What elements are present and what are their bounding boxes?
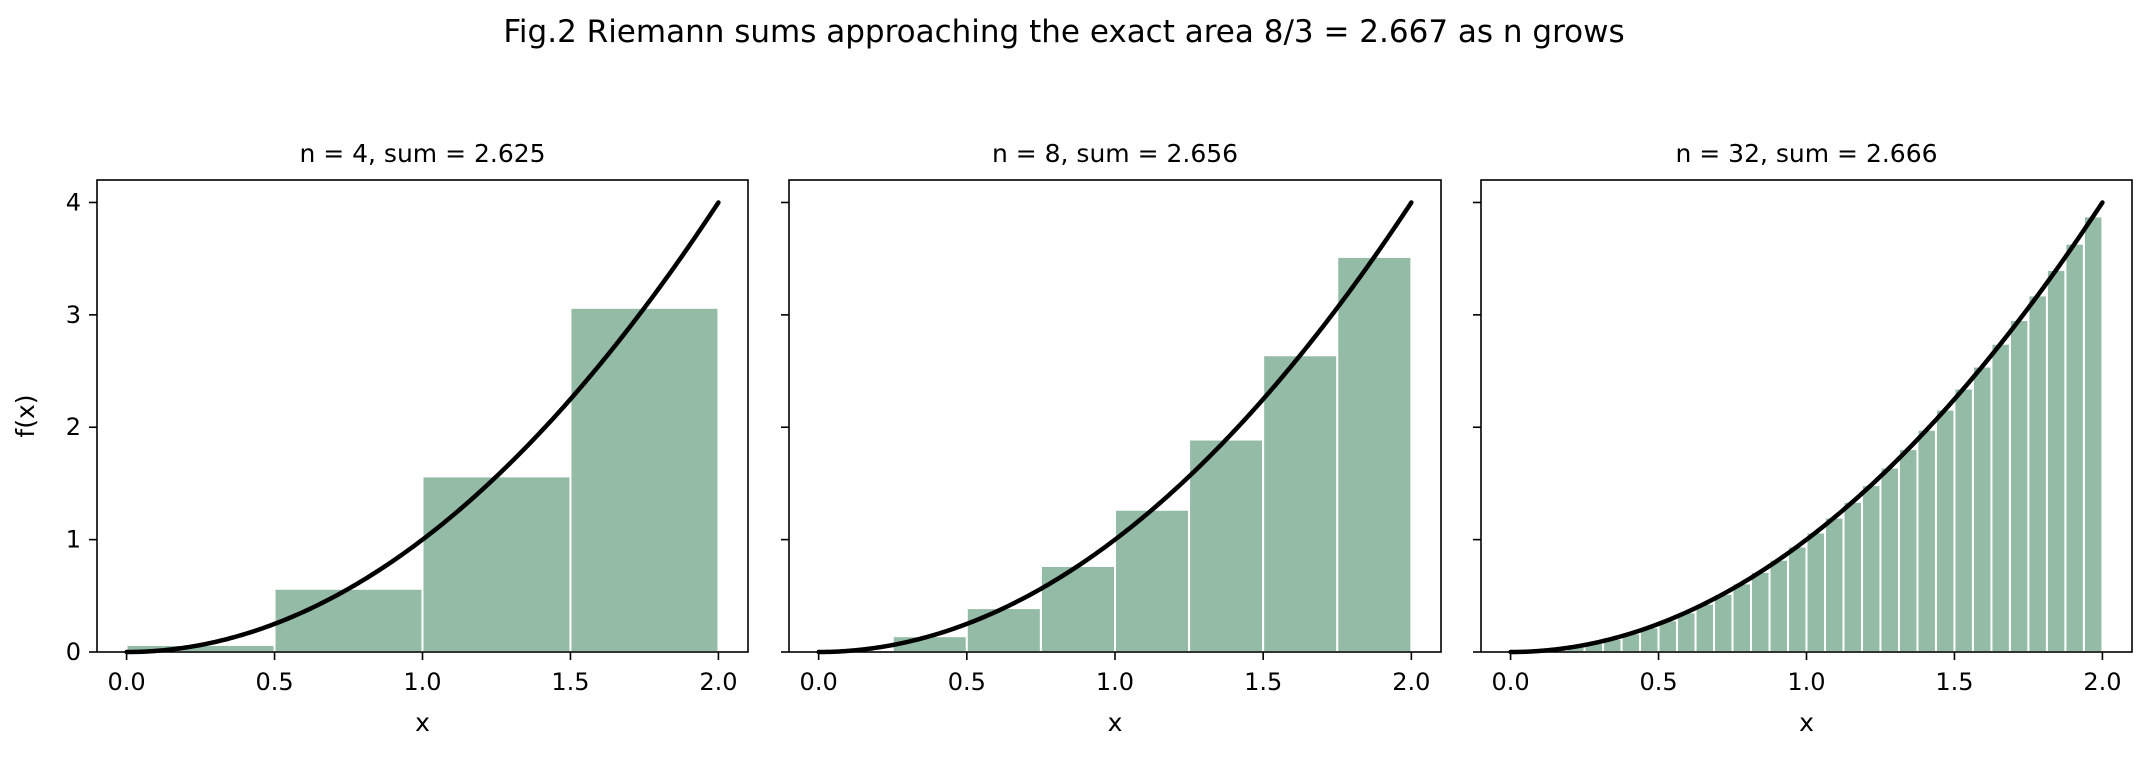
- bar: [1694, 602, 1716, 653]
- bar: [2082, 215, 2104, 654]
- bar: [965, 607, 1042, 654]
- y-tick-label: 1: [66, 526, 81, 554]
- y-tick-label: 2: [66, 413, 81, 441]
- bar: [1750, 570, 1771, 654]
- bar: [1731, 582, 1753, 654]
- x-tick-label: 2.0: [1392, 668, 1430, 696]
- bar: [273, 587, 424, 653]
- x-tick-label: 0.0: [1492, 668, 1530, 696]
- bar: [1953, 387, 1974, 653]
- x-axis-label: x: [415, 708, 430, 737]
- bar: [1039, 564, 1116, 653]
- bar: [1860, 484, 1882, 654]
- bar: [1842, 500, 1863, 653]
- bar: [1336, 255, 1413, 653]
- panel-title: n = 8, sum = 2.656: [992, 139, 1238, 168]
- panel-title: n = 32, sum = 2.666: [1675, 139, 1937, 168]
- bar: [569, 306, 720, 653]
- bar: [2045, 268, 2067, 653]
- x-tick-label: 2.0: [2083, 668, 2121, 696]
- x-tick-label: 1.0: [1787, 668, 1825, 696]
- y-tick-label: 4: [66, 188, 81, 216]
- x-tick-label: 0.5: [1639, 668, 1677, 696]
- bar: [1188, 438, 1265, 653]
- x-tick-label: 1.5: [1244, 668, 1282, 696]
- figure-title: Fig.2 Riemann sums approaching the exact…: [503, 14, 1624, 50]
- bar: [1676, 611, 1697, 654]
- x-tick-label: 0.0: [108, 668, 146, 696]
- bar: [1713, 592, 1734, 654]
- bar: [1805, 531, 1826, 653]
- x-tick-label: 1.0: [403, 668, 441, 696]
- panel-1: 0.0 0.5 1.0 1.5 2.0 0 1 2 3 4 n = 4, sum = 2.625 x f…: [11, 139, 749, 737]
- x-axis-label: x: [1108, 708, 1123, 737]
- bar: [1990, 342, 2011, 653]
- bar: [1262, 354, 1339, 653]
- x-tick-label: 1.0: [1096, 668, 1134, 696]
- x-tick-label: 0.5: [948, 668, 986, 696]
- y-axis-label: f(x): [11, 394, 40, 437]
- x-tick-label: 0.5: [255, 668, 293, 696]
- bar: [1971, 365, 1993, 653]
- bar: [1768, 558, 1790, 653]
- panel-2: 0.0 0.5 1.0 1.5 2.0 n = 8, sum = 2.656 x: [781, 139, 1442, 737]
- bar: [1823, 516, 1845, 653]
- bar: [1916, 428, 1937, 654]
- x-tick-label: 1.5: [551, 668, 589, 696]
- x-axis-label: x: [1799, 708, 1814, 737]
- bar: [421, 475, 572, 653]
- bar: [1787, 545, 1808, 654]
- bar: [1879, 466, 1900, 653]
- panel-3: 0.0 0.5 1.0 1.5 2.0 n = 32, sum = 2.666 x: [1473, 139, 2133, 737]
- bar: [2008, 319, 2030, 653]
- bar: [1934, 408, 1956, 654]
- x-tick-label: 2.0: [699, 668, 737, 696]
- bar: [2064, 242, 2085, 654]
- x-tick-label: 1.5: [1935, 668, 1973, 696]
- curve-line: [1508, 200, 2105, 655]
- x-tick-label: 0.0: [800, 668, 838, 696]
- curve-line: [816, 200, 1414, 655]
- y-tick-label: 0: [66, 638, 81, 666]
- bar: [2027, 294, 2048, 653]
- y-tick-label: 3: [66, 301, 81, 329]
- panel-title: n = 4, sum = 2.625: [299, 139, 545, 168]
- bar: [1897, 448, 1919, 653]
- panels: 0.0 0.5 1.0 1.5 2.0 0 1 2 3 4 n = 4, sum = 2.625 x f…: [11, 139, 2133, 737]
- curve-line: [124, 200, 721, 655]
- bar: [1114, 508, 1191, 653]
